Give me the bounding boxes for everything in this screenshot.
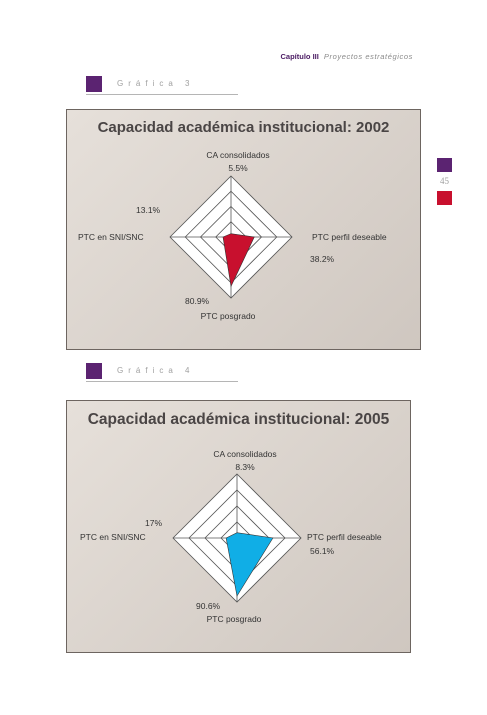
value-label-perfil: 38.2% (310, 254, 335, 264)
chart-panel-2002: Capacidad académica institucional: 2002 … (66, 109, 421, 350)
axis-label-sni: PTC en SNI/SNC (80, 532, 146, 542)
axis-label-ca: CA consolidados (213, 449, 277, 459)
value-label-ca: 5.5% (228, 163, 248, 173)
section-square (86, 76, 102, 92)
chart-title: Capacidad académica institucional: 2002 (97, 119, 390, 136)
value-label-posgrado: 90.6% (196, 601, 221, 611)
value-label-posgrado: 80.9% (185, 296, 210, 306)
chart-panel-2005: Capacidad académica institucional: 2005 … (66, 400, 411, 653)
radar-data-area (225, 532, 274, 597)
chart-title: Capacidad académica institucional: 2005 (87, 411, 390, 428)
axis-label-sni: PTC en SNI/SNC (78, 232, 144, 242)
chapter-label: Capítulo III (280, 52, 319, 61)
axis-label-posgrado: PTC posgrado (200, 311, 256, 321)
section-label-text: Gráfica 4 (117, 366, 195, 375)
axis-label-perfil: PTC perfil deseable (307, 532, 382, 542)
radar-chart-2005 (172, 473, 302, 603)
axis-label-perfil: PTC perfil deseable (312, 232, 387, 242)
value-label-sni: 17% (145, 518, 163, 528)
value-label-sni: 13.1% (136, 205, 161, 215)
value-label-ca: 8.3% (235, 462, 255, 472)
radar-chart-2002 (169, 175, 293, 299)
page-number: 45 (440, 176, 449, 186)
axis-label-posgrado: PTC posgrado (206, 614, 262, 624)
section-divider (86, 381, 238, 382)
chapter-subtitle: Proyectos estratégicos (323, 52, 413, 61)
value-label-perfil: 56.1% (310, 546, 335, 556)
radar-data-area (222, 233, 255, 288)
page-header: Capítulo III Proyectos estratégicos (280, 52, 413, 61)
side-marker-purple (437, 158, 452, 172)
axis-label-ca: CA consolidados (206, 150, 270, 160)
side-marker-red (437, 191, 452, 205)
section-divider (86, 94, 238, 95)
section-square (86, 363, 102, 379)
section-label-text: Gráfica 3 (117, 79, 195, 88)
